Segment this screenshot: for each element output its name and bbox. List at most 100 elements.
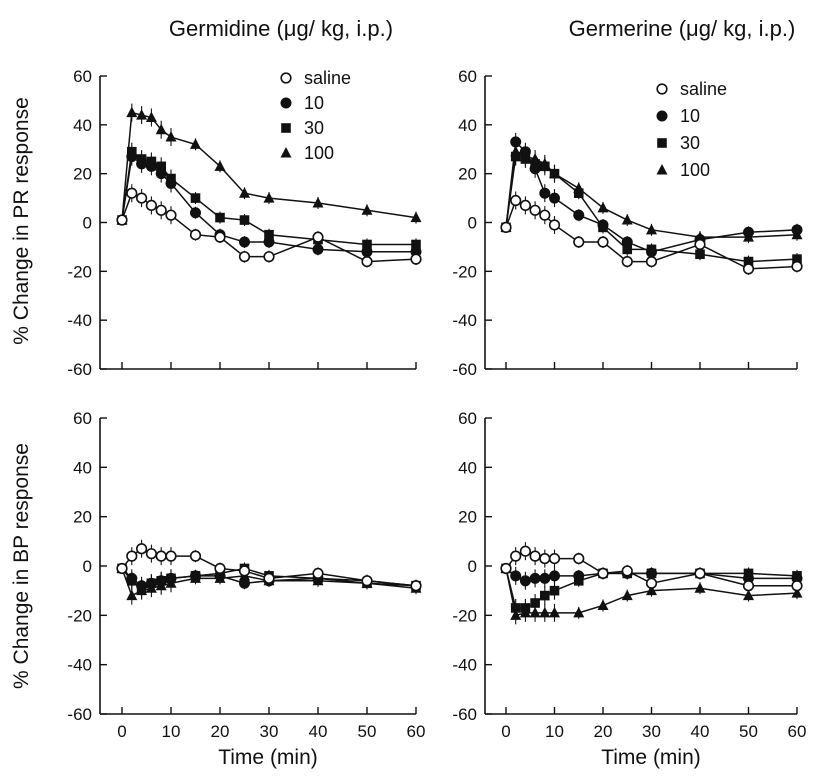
data-point-100 bbox=[190, 138, 201, 149]
legend-label-30: 30 bbox=[304, 118, 324, 138]
x-tick-label: 30 bbox=[260, 722, 279, 741]
data-point-saline bbox=[529, 204, 541, 216]
x-tick-label: 20 bbox=[211, 722, 230, 741]
x-tick-label: 40 bbox=[691, 722, 710, 741]
data-point-10 bbox=[190, 570, 201, 582]
data-point-10 bbox=[549, 192, 560, 204]
data-point-saline bbox=[126, 550, 138, 562]
y-tick-label: -40 bbox=[452, 311, 477, 330]
data-point-10 bbox=[190, 207, 201, 219]
data-point-100 bbox=[529, 606, 541, 618]
data-point-100 bbox=[646, 584, 657, 596]
data-point-saline bbox=[189, 550, 202, 562]
y-tick-label: 40 bbox=[458, 116, 477, 135]
x-axis-title-germerine: Time (min) bbox=[601, 746, 701, 769]
x-tick-label: 50 bbox=[358, 722, 377, 741]
data-point-saline bbox=[126, 187, 138, 199]
x-tick-label: 0 bbox=[117, 722, 126, 741]
data-point-saline bbox=[116, 214, 128, 226]
y-tick-label: 60 bbox=[458, 409, 477, 428]
data-point-saline bbox=[694, 238, 706, 251]
legend-marker-100 bbox=[280, 147, 292, 158]
data-point-saline bbox=[621, 565, 633, 577]
data-point-10 bbox=[239, 236, 250, 248]
data-point-100 bbox=[136, 109, 148, 120]
row-label-bp: % Change in BP response bbox=[10, 443, 33, 689]
data-point-saline bbox=[742, 580, 755, 592]
y-tick-label: 40 bbox=[73, 458, 92, 477]
chart-panel-3: 60 40 20 0 -20 -40 -60 0 10 20 30 40 50 60 bbox=[452, 409, 806, 741]
data-point-30 bbox=[411, 239, 421, 250]
data-point-saline bbox=[597, 567, 609, 580]
data-point-10 bbox=[155, 575, 167, 587]
y-tick-label: 60 bbox=[73, 409, 92, 428]
y-tick-label: -60 bbox=[452, 360, 477, 379]
data-point-saline bbox=[145, 199, 157, 212]
data-point-100 bbox=[155, 123, 167, 135]
data-point-30 bbox=[530, 598, 540, 608]
data-point-saline bbox=[410, 253, 422, 265]
data-point-saline bbox=[791, 260, 803, 273]
data-point-saline bbox=[573, 236, 585, 248]
y-tick-label: 20 bbox=[458, 508, 477, 527]
data-point-10 bbox=[529, 572, 541, 584]
data-point-30 bbox=[156, 161, 166, 172]
data-point-10 bbox=[597, 219, 609, 231]
data-point-30 bbox=[540, 161, 550, 172]
legend-marker-saline bbox=[280, 72, 292, 84]
data-point-10 bbox=[145, 577, 157, 589]
y-tick-label: -60 bbox=[67, 705, 92, 724]
data-point-10 bbox=[539, 187, 551, 199]
legend-marker-30 bbox=[657, 138, 667, 148]
x-tick-label: 10 bbox=[545, 722, 564, 741]
legend-label-100: 100 bbox=[680, 160, 710, 180]
data-point-saline bbox=[510, 194, 522, 207]
y-tick-label: 60 bbox=[73, 67, 92, 86]
data-point-100 bbox=[549, 606, 560, 618]
data-point-100 bbox=[694, 582, 706, 593]
y-tick-label: 20 bbox=[73, 508, 92, 527]
data-point-10 bbox=[791, 224, 803, 236]
legend: saline 10 30 100 bbox=[280, 68, 351, 163]
column-title-germidine: Germidine (μg/ kg, i.p.) bbox=[169, 16, 393, 41]
data-point-30 bbox=[743, 256, 754, 267]
x-tick-label: 0 bbox=[501, 722, 510, 741]
data-point-saline bbox=[548, 219, 561, 231]
x-tick-label: 60 bbox=[407, 722, 426, 741]
data-point-100 bbox=[239, 187, 250, 198]
data-point-saline bbox=[165, 550, 177, 562]
data-point-10 bbox=[539, 572, 551, 584]
y-tick-label: -60 bbox=[67, 360, 92, 379]
y-tick-label: -20 bbox=[67, 262, 92, 281]
legend-label-saline: saline bbox=[304, 68, 351, 88]
data-point-saline bbox=[410, 580, 422, 592]
data-point-100 bbox=[312, 196, 324, 208]
data-point-30 bbox=[264, 229, 274, 240]
data-point-saline bbox=[645, 577, 658, 589]
data-point-10 bbox=[126, 151, 138, 163]
data-point-100 bbox=[791, 587, 803, 598]
data-point-saline bbox=[500, 562, 512, 575]
data-point-saline bbox=[165, 209, 177, 221]
y-tick-label: 40 bbox=[458, 458, 477, 477]
y-tick-label: 20 bbox=[73, 165, 92, 184]
data-point-10 bbox=[312, 243, 324, 255]
data-point-100 bbox=[145, 111, 157, 123]
data-point-saline bbox=[312, 231, 324, 243]
data-point-saline bbox=[263, 251, 275, 263]
legend-marker-100 bbox=[656, 164, 668, 175]
data-point-saline bbox=[238, 251, 251, 263]
data-point-30 bbox=[510, 151, 521, 162]
data-point-saline bbox=[116, 562, 128, 575]
y-tick-label: 20 bbox=[458, 165, 477, 184]
column-title-germerine: Germerine (μg/ kg, i.p.) bbox=[569, 16, 796, 41]
chart-panel-0: 60 40 20 0 -20 -40 -60 saline 10 30 100 bbox=[67, 67, 422, 379]
data-point-100 bbox=[126, 106, 138, 118]
data-point-saline bbox=[573, 552, 585, 565]
data-point-100 bbox=[621, 214, 633, 225]
data-point-saline bbox=[519, 199, 532, 212]
y-tick-label: -40 bbox=[452, 656, 477, 675]
y-tick-label: 0 bbox=[468, 214, 477, 233]
data-point-30 bbox=[520, 603, 531, 613]
